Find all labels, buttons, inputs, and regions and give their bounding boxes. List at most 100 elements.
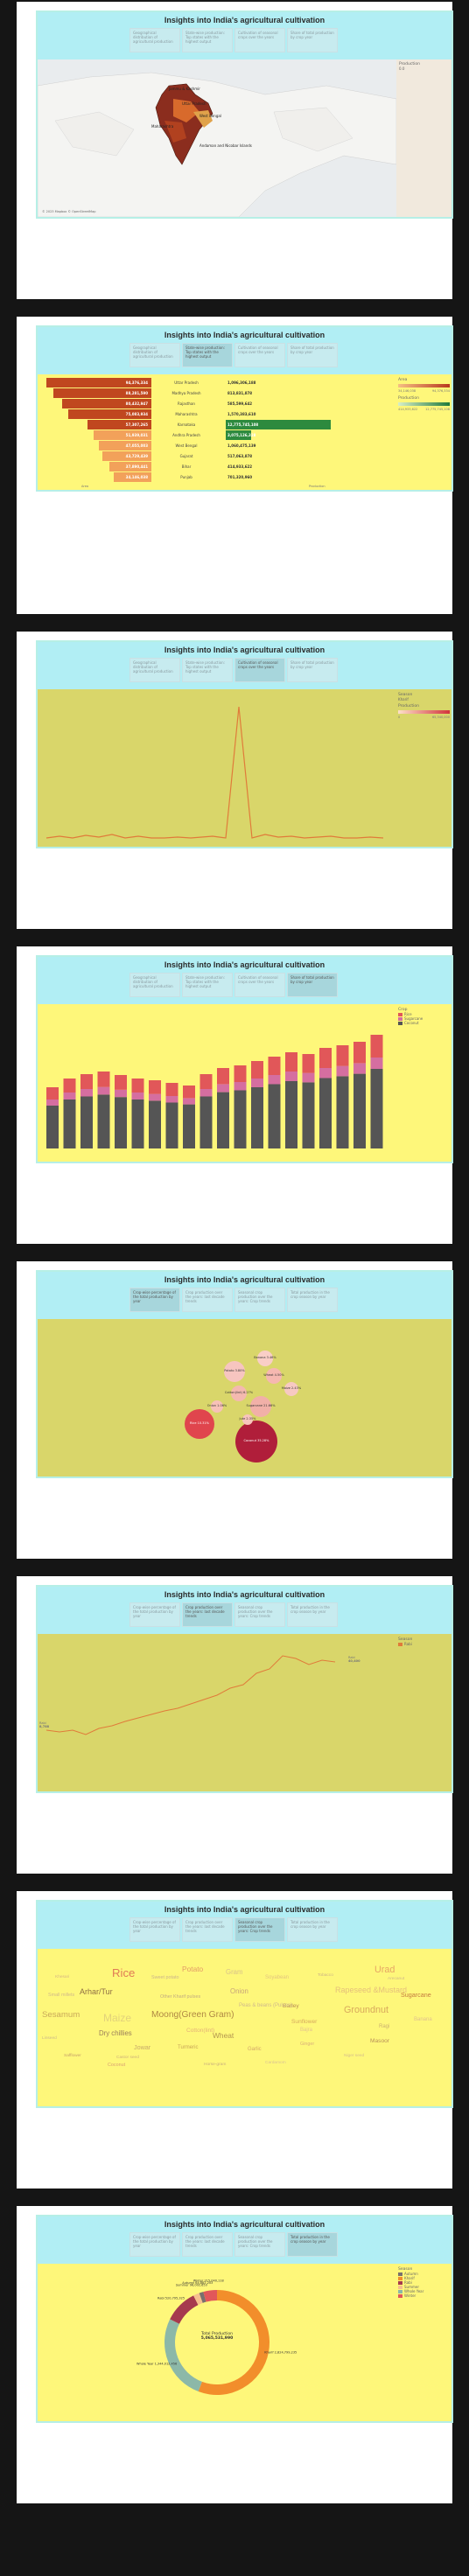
bubble[interactable] bbox=[235, 1421, 277, 1463]
area-bar[interactable]: 80,432,947 bbox=[61, 399, 151, 408]
word-cloud-word[interactable]: Masoor bbox=[370, 2038, 389, 2044]
word-cloud-word[interactable]: Groundnut bbox=[344, 2005, 389, 2015]
tab-crop-pct[interactable]: Crop-wise percentage of the total produc… bbox=[130, 2232, 180, 2257]
stack-segment[interactable] bbox=[200, 1074, 213, 1089]
tab-share[interactable]: Share of total production by crop year bbox=[287, 28, 338, 52]
tab-season[interactable]: Cultivation of seasonal crops over the y… bbox=[234, 28, 285, 52]
word-cloud-word[interactable]: Arecanut bbox=[388, 1977, 405, 1981]
stack-segment[interactable] bbox=[115, 1075, 127, 1090]
production-bar[interactable]: 1,570,383,610 bbox=[228, 412, 256, 416]
stack-segment[interactable] bbox=[149, 1093, 161, 1101]
stack-segment[interactable] bbox=[131, 1079, 144, 1093]
stack-segment[interactable] bbox=[80, 1089, 93, 1097]
season-spike-chart[interactable] bbox=[38, 689, 396, 847]
tab-season[interactable]: Cultivation of seasonal crops over the y… bbox=[234, 343, 285, 367]
word-cloud-word[interactable]: Castor seed bbox=[116, 2056, 139, 2060]
stack-segment[interactable] bbox=[234, 1065, 247, 1082]
stack-segment[interactable] bbox=[268, 1075, 281, 1085]
word-cloud-word[interactable]: Barley bbox=[283, 2003, 299, 2009]
stack-segment[interactable] bbox=[319, 1048, 332, 1068]
word-cloud-word[interactable]: Horse-gram bbox=[204, 2063, 227, 2067]
bubble[interactable] bbox=[224, 1361, 245, 1382]
tab-crop-pct[interactable]: Crop-wise percentage of the total produc… bbox=[130, 1602, 180, 1627]
stack-segment[interactable] bbox=[80, 1074, 93, 1089]
stack-segment[interactable] bbox=[285, 1052, 298, 1072]
word-cloud-word[interactable]: Coconut bbox=[108, 2063, 126, 2068]
stack-segment[interactable] bbox=[217, 1092, 229, 1148]
word-cloud-word[interactable]: Banana bbox=[414, 2017, 432, 2022]
production-bar[interactable]: 701,320,960 bbox=[228, 475, 253, 479]
bubble[interactable] bbox=[211, 1400, 223, 1413]
word-cloud-word[interactable]: Maize bbox=[103, 2012, 132, 2024]
stack-segment[interactable] bbox=[370, 1035, 383, 1058]
word-cloud-word[interactable]: Urad bbox=[374, 1965, 396, 1975]
stack-segment[interactable] bbox=[302, 1082, 315, 1148]
area-bar[interactable]: 43,729,439 bbox=[102, 451, 151, 461]
word-cloud-word[interactable]: Sesamum bbox=[42, 2010, 80, 2020]
stack-segment[interactable] bbox=[63, 1079, 76, 1093]
stack-segment[interactable] bbox=[115, 1089, 127, 1098]
word-cloud-word[interactable]: Linseed bbox=[42, 2036, 57, 2041]
donut-segment[interactable] bbox=[193, 2293, 203, 2306]
stack-segment[interactable] bbox=[63, 1100, 76, 1148]
stack-segment[interactable] bbox=[200, 1089, 213, 1097]
stack-segment[interactable] bbox=[336, 1076, 349, 1148]
tab-crop-decade[interactable]: Crop production over the years: last dec… bbox=[182, 2232, 233, 2257]
word-cloud-word[interactable]: Dry chillies bbox=[99, 2029, 132, 2037]
stack-segment[interactable] bbox=[251, 1087, 263, 1148]
stack-segment[interactable] bbox=[234, 1082, 247, 1091]
word-cloud-word[interactable]: Turmeric bbox=[178, 2045, 199, 2050]
word-cloud-word[interactable]: Ginger bbox=[300, 2042, 315, 2047]
stack-segment[interactable] bbox=[183, 1104, 195, 1148]
stack-segment[interactable] bbox=[131, 1093, 144, 1100]
bubble[interactable] bbox=[250, 1396, 271, 1417]
area-bar[interactable]: 51,939,031 bbox=[93, 430, 151, 440]
stack-segment[interactable] bbox=[336, 1065, 349, 1077]
tab-seasonal-trends[interactable]: Seasonal crop production over the years:… bbox=[234, 1917, 285, 1942]
stack-segment[interactable] bbox=[97, 1086, 110, 1095]
stack-segment[interactable] bbox=[302, 1054, 315, 1073]
word-cloud-word[interactable]: Small millets bbox=[48, 1993, 75, 1998]
stack-segment[interactable] bbox=[165, 1102, 178, 1149]
donut-segment[interactable] bbox=[199, 2292, 206, 2303]
stack-segment[interactable] bbox=[234, 1090, 247, 1149]
stack-segment[interactable] bbox=[319, 1078, 332, 1149]
tab-geo[interactable]: Geographical distribution of agricultura… bbox=[130, 973, 180, 997]
stack-segment[interactable] bbox=[80, 1096, 93, 1149]
production-bar[interactable]: 1,096,306,188 bbox=[228, 380, 256, 385]
stack-segment[interactable] bbox=[131, 1100, 144, 1148]
tab-crop-pct[interactable]: Crop-wise percentage of the total produc… bbox=[130, 1288, 180, 1312]
tab-share[interactable]: Share of total production by crop year bbox=[287, 973, 338, 997]
donut-segment[interactable] bbox=[170, 2295, 199, 2324]
word-cloud-word[interactable]: Sweet potato bbox=[151, 1975, 179, 1980]
tab-total-season[interactable]: Total production in the crop season by y… bbox=[287, 1602, 338, 1627]
stack-segment[interactable] bbox=[165, 1096, 178, 1103]
bubble[interactable] bbox=[284, 1382, 298, 1396]
donut-segment[interactable] bbox=[198, 2290, 270, 2395]
tab-crop-decade[interactable]: Crop production over the years: last dec… bbox=[182, 1288, 233, 1312]
area-bar[interactable]: 94,376,334 bbox=[46, 378, 151, 387]
donut-segment[interactable] bbox=[164, 2319, 202, 2392]
word-cloud-word[interactable]: Rice bbox=[112, 1966, 136, 1979]
production-bar[interactable]: 1,060,475,139 bbox=[228, 443, 256, 448]
word-cloud-word[interactable]: Ragi bbox=[379, 2024, 390, 2029]
tab-geo[interactable]: Geographical distribution of agricultura… bbox=[130, 28, 180, 52]
tab-state[interactable]: State-wise production: Top states with t… bbox=[182, 973, 233, 997]
stacked-bar-chart[interactable] bbox=[38, 1004, 396, 1162]
stack-segment[interactable] bbox=[97, 1094, 110, 1148]
stack-segment[interactable] bbox=[268, 1084, 281, 1149]
bubble[interactable] bbox=[185, 1409, 214, 1439]
donut-segment[interactable] bbox=[203, 2290, 217, 2302]
bubble-chart[interactable]: Coconut 35.28% Rice 10.31% Sugarcane 21.66… bbox=[38, 1319, 452, 1476]
stack-segment[interactable] bbox=[46, 1087, 59, 1100]
area-bar[interactable]: 57,307,265 bbox=[88, 420, 151, 429]
word-cloud-word[interactable]: Gram bbox=[226, 1968, 243, 1976]
word-cloud-word[interactable]: Sunflower bbox=[291, 2019, 318, 2025]
word-cloud-word[interactable]: Sugarcane bbox=[401, 1991, 431, 1999]
word-cloud-word[interactable]: Arhar/Tur bbox=[80, 1987, 113, 1996]
tab-season[interactable]: Cultivation of seasonal crops over the y… bbox=[234, 973, 285, 997]
production-bar[interactable]: 585,599,642 bbox=[228, 401, 253, 406]
stack-segment[interactable] bbox=[354, 1073, 366, 1148]
word-cloud-word[interactable]: Cardamom bbox=[265, 2061, 286, 2065]
stack-segment[interactable] bbox=[46, 1106, 59, 1148]
